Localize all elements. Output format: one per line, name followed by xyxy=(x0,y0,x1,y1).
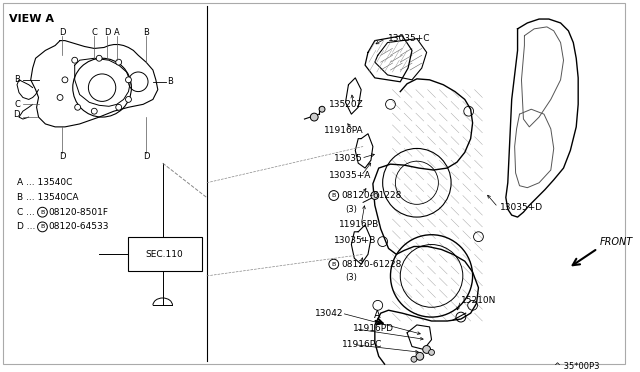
Text: A: A xyxy=(114,28,120,37)
Text: 08120-8501F: 08120-8501F xyxy=(48,208,108,217)
Text: C ...: C ... xyxy=(17,208,35,217)
Text: 15210N: 15210N xyxy=(461,296,496,305)
Text: B ... 13540CA: B ... 13540CA xyxy=(17,193,79,202)
Text: 08120-61228: 08120-61228 xyxy=(342,191,402,200)
Circle shape xyxy=(125,96,131,102)
Bar xyxy=(129,237,202,271)
Text: 13520Z: 13520Z xyxy=(329,100,364,109)
Circle shape xyxy=(38,207,47,217)
Circle shape xyxy=(125,77,131,83)
Text: A: A xyxy=(374,310,381,320)
Text: 08120-64533: 08120-64533 xyxy=(48,222,109,231)
Circle shape xyxy=(116,59,122,65)
Circle shape xyxy=(62,77,68,83)
Text: (3): (3) xyxy=(346,273,357,282)
Circle shape xyxy=(116,104,122,110)
Text: B: B xyxy=(332,262,336,267)
Text: 11916PA: 11916PA xyxy=(324,126,364,135)
Circle shape xyxy=(416,352,424,360)
Circle shape xyxy=(38,222,47,232)
Text: SEC.110: SEC.110 xyxy=(146,250,184,259)
Text: A ... 13540C: A ... 13540C xyxy=(17,178,72,187)
Text: 13035+C: 13035+C xyxy=(388,34,430,43)
Text: 13035: 13035 xyxy=(334,154,362,163)
Circle shape xyxy=(92,108,97,114)
Text: B: B xyxy=(14,75,20,84)
Text: B: B xyxy=(40,224,45,230)
Text: D: D xyxy=(59,152,65,161)
Text: (3): (3) xyxy=(346,205,357,214)
Text: 13035+D: 13035+D xyxy=(500,203,543,212)
Circle shape xyxy=(429,349,435,355)
Text: D: D xyxy=(104,28,110,37)
Text: VIEW A: VIEW A xyxy=(9,14,54,24)
Circle shape xyxy=(411,356,417,362)
Text: FRONT: FRONT xyxy=(600,237,633,247)
Text: 08120-61228: 08120-61228 xyxy=(342,260,402,269)
Circle shape xyxy=(329,259,339,269)
Text: 11916PC: 11916PC xyxy=(342,340,382,349)
Text: 13035+A: 13035+A xyxy=(329,171,371,180)
Text: D ...: D ... xyxy=(17,222,35,231)
Text: 11916PB: 11916PB xyxy=(339,221,379,230)
Circle shape xyxy=(423,346,431,353)
Text: D: D xyxy=(13,110,20,119)
Text: C: C xyxy=(92,28,97,37)
Circle shape xyxy=(72,57,77,63)
Circle shape xyxy=(57,94,63,100)
Text: 13042: 13042 xyxy=(315,309,344,318)
Circle shape xyxy=(319,106,325,112)
Text: D: D xyxy=(59,28,65,37)
Text: 13035+B: 13035+B xyxy=(334,236,376,245)
Circle shape xyxy=(96,55,102,61)
Text: B: B xyxy=(168,77,173,86)
Circle shape xyxy=(329,190,339,201)
Text: B: B xyxy=(143,28,149,37)
Text: D: D xyxy=(143,152,149,161)
Circle shape xyxy=(371,192,379,199)
Circle shape xyxy=(310,113,318,121)
Text: B: B xyxy=(40,210,45,215)
Text: ^ 35*00P3: ^ 35*00P3 xyxy=(554,362,600,371)
Circle shape xyxy=(75,104,81,110)
Text: 11916PD: 11916PD xyxy=(353,324,394,333)
Text: C: C xyxy=(14,100,20,109)
Text: B: B xyxy=(332,193,336,198)
